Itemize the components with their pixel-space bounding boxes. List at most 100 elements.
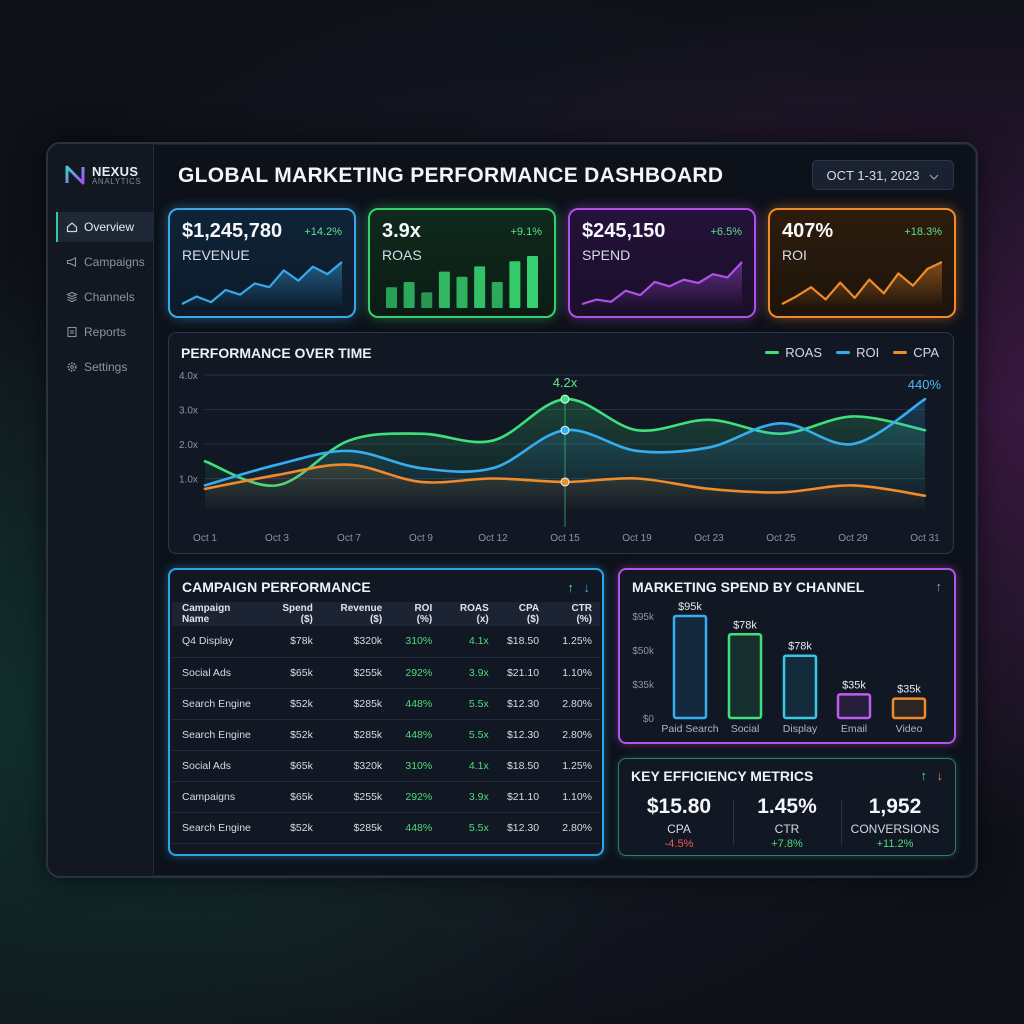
sidebar-item-campaigns[interactable]: Campaigns bbox=[56, 247, 153, 277]
sort-down-icon[interactable]: ↓ bbox=[936, 768, 944, 783]
campaign-table: Campaign Name Spend ($) Revenue ($) ROI … bbox=[172, 602, 600, 844]
sidebar-item-channels[interactable]: Channels bbox=[56, 282, 153, 312]
x-tick-label: Oct 25 bbox=[766, 533, 796, 544]
table-cell: Social Ads bbox=[172, 750, 263, 782]
megaphone-icon bbox=[66, 256, 78, 268]
column-header[interactable]: CTR (%) bbox=[547, 602, 600, 626]
sidebar-item-label: Channels bbox=[84, 290, 135, 304]
x-tick-label: Email bbox=[841, 723, 867, 735]
date-range-picker[interactable]: OCT 1-31, 2023 bbox=[812, 160, 954, 190]
sidebar-item-settings[interactable]: Settings bbox=[56, 352, 153, 382]
panel-title: CAMPAIGN PERFORMANCE bbox=[182, 579, 371, 595]
legend-label: CPA bbox=[913, 345, 939, 360]
y-tick-label: 4.0x bbox=[179, 371, 198, 382]
logo[interactable]: NEXUS ANALYTICS bbox=[64, 164, 141, 186]
sort-down-icon[interactable]: ↓ bbox=[583, 580, 591, 595]
table-row[interactable]: Social Ads $65k $320k 310% 4.1x $18.50 1.25% bbox=[172, 750, 600, 782]
sparkline-line bbox=[581, 261, 743, 306]
table-cell: $65k bbox=[262, 781, 321, 813]
kpi-label: REVENUE bbox=[182, 247, 250, 263]
column-header[interactable]: ROAS (x) bbox=[440, 602, 497, 626]
kpi-bar-chart bbox=[386, 256, 538, 308]
metric-delta: +7.8% bbox=[771, 838, 803, 850]
table-cell: $52k bbox=[262, 719, 321, 751]
table-cell: $255k bbox=[320, 657, 391, 689]
metric-value: 1,952 bbox=[868, 795, 922, 818]
y-tick-label: 2.0x bbox=[179, 440, 198, 451]
table-row[interactable]: Social Ads $65k $255k 292% 3.9x $21.10 1.10% bbox=[172, 657, 600, 689]
legend-item-roas[interactable]: ROAS bbox=[765, 345, 822, 360]
x-tick-label: Oct 3 bbox=[265, 533, 289, 544]
column-header[interactable]: Spend ($) bbox=[262, 602, 321, 626]
panel-title: MARKETING SPEND BY CHANNEL bbox=[632, 579, 865, 595]
column-header[interactable]: Revenue ($) bbox=[320, 602, 391, 626]
table-cell: 2.80% bbox=[547, 812, 600, 844]
logo-subtitle: ANALYTICS bbox=[92, 176, 142, 186]
channel-bar bbox=[782, 654, 818, 720]
kpi-card-roas[interactable]: 3.9x +9.1% ROAS bbox=[368, 208, 556, 318]
table-cell: Campaigns bbox=[172, 781, 263, 813]
table-row[interactable]: Search Engine $52k $285k 448% 5.5x $12.30 2.80… bbox=[172, 812, 600, 844]
page-title: GLOBAL MARKETING PERFORMANCE DASHBOARD bbox=[178, 164, 724, 187]
kpi-sparkline bbox=[581, 261, 743, 308]
x-tick-label: Oct 23 bbox=[694, 533, 724, 544]
table-cell: 4.1x bbox=[440, 750, 497, 782]
table-row[interactable]: Campaigns $65k $255k 292% 3.9x $21.10 1.10% bbox=[172, 781, 600, 813]
kpi-card-spend[interactable]: $245,150 +6.5% SPEND bbox=[568, 208, 756, 318]
bar-value-label: $95k bbox=[678, 601, 702, 613]
legend-swatch bbox=[893, 351, 908, 354]
table-cell: Search Engine bbox=[172, 812, 263, 844]
legend-item-cpa[interactable]: CPA bbox=[893, 345, 939, 360]
table-cell: 310% bbox=[390, 750, 441, 782]
table-cell: 1.25% bbox=[547, 750, 600, 782]
legend-item-roi[interactable]: ROI bbox=[836, 345, 879, 360]
dashboard-window: NEXUS ANALYTICS Overview Campaigns bbox=[46, 142, 978, 878]
table-cell: 1.10% bbox=[547, 657, 600, 689]
kpi-value: 407% bbox=[782, 220, 834, 242]
kpi-label: ROAS bbox=[382, 247, 422, 263]
column-header[interactable]: CPA ($) bbox=[496, 602, 548, 626]
table-cell: 310% bbox=[390, 626, 441, 658]
annotation-label: 4.2x bbox=[553, 375, 578, 390]
kpi-bar bbox=[491, 282, 503, 308]
home-icon bbox=[66, 221, 78, 233]
sparkline-area bbox=[782, 262, 942, 308]
kpi-card-revenue[interactable]: $1,245,780 +14.2% REVENUE bbox=[168, 208, 356, 318]
sort-up-icon[interactable]: ↑ bbox=[567, 580, 574, 595]
x-tick-label: Paid Search bbox=[661, 723, 718, 735]
data-point bbox=[560, 394, 570, 404]
metric-value: 1.45% bbox=[757, 795, 817, 818]
table-cell: 5.5x bbox=[440, 812, 497, 844]
x-tick-label: Oct 15 bbox=[550, 533, 580, 544]
panel-title: PERFORMANCE OVER TIME bbox=[181, 345, 372, 361]
x-tick-label: Oct 9 bbox=[409, 533, 433, 544]
data-point bbox=[560, 477, 570, 487]
legend-label: ROI bbox=[856, 345, 880, 360]
kpi-change: +14.2% bbox=[304, 226, 342, 238]
table-cell: $320k bbox=[320, 626, 391, 658]
legend-swatch bbox=[765, 351, 780, 354]
sidebar-item-reports[interactable]: Reports bbox=[56, 317, 153, 347]
table-cell: 1.25% bbox=[547, 626, 600, 658]
table-cell: 292% bbox=[390, 781, 441, 813]
sort-up-icon[interactable]: ↑ bbox=[935, 579, 943, 594]
column-header[interactable]: Campaign Name bbox=[172, 602, 263, 626]
kpi-card-roi[interactable]: 407% +18.3% ROI bbox=[768, 208, 956, 318]
sort-up-icon[interactable]: ↑ bbox=[920, 768, 927, 783]
performance-chart-panel: 1.0x 2.0x 3.0x 4.0x Oct 1 Oct 3 Oct 7 Oct 9 Oct … bbox=[168, 332, 954, 554]
data-point bbox=[560, 425, 570, 435]
table-cell: $52k bbox=[262, 812, 321, 844]
table-cell: $65k bbox=[262, 750, 321, 782]
x-tick-label: Oct 29 bbox=[838, 533, 868, 544]
table-row[interactable]: Search Engine $52k $285k 448% 5.5x $12.30 2.80… bbox=[172, 719, 600, 751]
y-tick-label: $95k bbox=[632, 612, 655, 623]
table-cell: $12.30 bbox=[496, 688, 548, 720]
metric-conversions: 1,952 CONVERSIONS +11.2% bbox=[841, 795, 949, 850]
kpi-value: 3.9x bbox=[382, 220, 421, 242]
column-header[interactable]: ROI (%) bbox=[390, 602, 441, 626]
sidebar-item-overview[interactable]: Overview bbox=[56, 212, 153, 242]
kpi-change: +9.1% bbox=[510, 226, 543, 238]
table-row[interactable]: Q4 Display $78k $320k 310% 4.1x $18.50 1.25% bbox=[172, 626, 600, 658]
table-cell: $255k bbox=[320, 781, 391, 813]
table-row[interactable]: Search Engine $52k $285k 448% 5.5x $12.30 2.80… bbox=[172, 688, 600, 720]
